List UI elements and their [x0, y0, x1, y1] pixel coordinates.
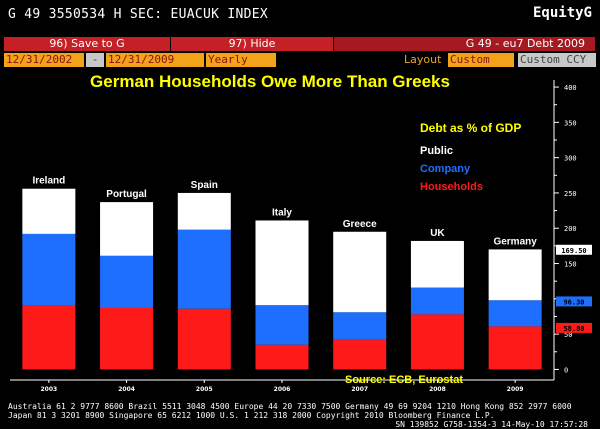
footer-line-1: Australia 61 2 9777 8600 Brazil 5511 304…: [8, 402, 572, 411]
bar-segment-company: [255, 305, 309, 345]
source-note: Source: ECB, Eurostat: [345, 374, 463, 386]
equity-brand-label: EquityG: [532, 5, 592, 21]
bar-segment-company: [177, 229, 231, 309]
x-tick-label: 2004: [118, 386, 135, 393]
menu-bar: 96) Save to G 97) Hide G 49 - eu7 Debt 2…: [4, 37, 596, 51]
period-select[interactable]: Yearly: [206, 53, 276, 67]
bar-segment-households: [177, 308, 231, 370]
save-to-g-button[interactable]: 96) Save to G: [4, 37, 171, 51]
legend-entry-households: Households: [420, 181, 483, 193]
bar-segment-public: [22, 188, 76, 234]
bar-segment-households: [333, 339, 387, 370]
country-label: Greece: [343, 219, 377, 230]
y-tick-label: 50: [564, 331, 572, 339]
y-tick-label: 150: [564, 261, 577, 269]
y-axis: 050100150200250300350400: [553, 80, 577, 380]
command-line[interactable]: G 49 3550534 H SEC: EUACUK INDEX: [8, 7, 269, 22]
y-tick-label: 250: [564, 190, 577, 198]
x-tick-label: 2003: [41, 386, 58, 393]
bar-segment-public: [488, 249, 542, 301]
bar-segment-households: [255, 344, 309, 370]
chart-legend: Public Company Households: [420, 145, 483, 193]
control-bar: 12/31/2002 - 12/31/2009 Yearly Layout Cu…: [4, 53, 596, 68]
y-tick-label: 300: [564, 155, 577, 163]
bar-segment-company: [22, 233, 76, 306]
chart-title: German Households Owe More Than Greeks: [90, 72, 450, 91]
value-markers: 169.50 96.30 58.80: [556, 244, 592, 333]
y-tick-label: 200: [564, 225, 577, 233]
bar-segment-company: [333, 312, 387, 340]
graph-title-label: G 49 - eu7 Debt 2009: [334, 37, 596, 51]
debt-chart: German Households Owe More Than Greeks D…: [10, 72, 592, 393]
x-tick-label: 2005: [196, 386, 213, 393]
footer-line-3: SN 139852 G758-1354-3 14-May-10 17:57:28: [395, 420, 588, 429]
bar-group: [22, 188, 542, 370]
layout-select[interactable]: Custom: [448, 53, 514, 67]
currency-select[interactable]: Custom CCY: [518, 53, 596, 67]
country-label: Italy: [272, 207, 292, 218]
bar-segment-company: [410, 287, 464, 315]
y-tick-label: 350: [564, 119, 577, 127]
country-label: Ireland: [32, 176, 65, 187]
layout-label: Layout: [404, 53, 442, 66]
bar-segment-public: [255, 220, 309, 306]
value-marker-box: [556, 296, 592, 307]
bar-segment-households: [22, 305, 76, 370]
bar-segment-company: [488, 300, 542, 327]
bar-segment-public: [177, 192, 231, 230]
country-label: Portugal: [106, 189, 147, 200]
date-range-dash: -: [86, 53, 104, 67]
bar-segment-public: [410, 240, 464, 288]
country-label: UK: [430, 228, 445, 239]
bar-segment-public: [100, 202, 154, 256]
footer-line-2: Japan 81 3 3201 8900 Singapore 65 6212 1…: [8, 411, 495, 420]
x-axis: 2003 2004 2005 2006 2007 2008 2009: [10, 379, 554, 393]
value-marker-label: 58.80: [563, 325, 584, 333]
value-marker-label: 96.30: [563, 298, 584, 306]
start-date-field[interactable]: 12/31/2002: [4, 53, 84, 67]
legend-title: Debt as % of GDP: [420, 121, 521, 135]
x-tick-label: 2008: [429, 386, 446, 393]
value-marker-box: [556, 244, 592, 255]
legend-entry-public: Public: [420, 145, 453, 157]
bar-segment-households: [488, 326, 542, 370]
country-labels: Ireland Portugal Spain Italy Greece UK Germany: [32, 176, 537, 248]
bar-segment-households: [100, 308, 154, 370]
value-marker-label: 169.50: [561, 247, 586, 255]
hide-button[interactable]: 97) Hide: [171, 37, 334, 51]
bar-segment-households: [410, 314, 464, 370]
value-marker-box: [556, 322, 592, 333]
y-tick-label: 0: [564, 366, 568, 374]
legend-entry-company: Company: [420, 163, 471, 175]
bar-segment-public: [333, 231, 387, 313]
x-tick-label: 2009: [507, 386, 524, 393]
country-label: Spain: [191, 180, 218, 191]
bar-segment-company: [100, 255, 154, 308]
y-tick-label: 400: [564, 84, 577, 92]
x-tick-label: 2007: [351, 386, 368, 393]
end-date-field[interactable]: 12/31/2009: [106, 53, 204, 67]
x-tick-label: 2006: [274, 386, 291, 393]
top-command-bar: G 49 3550534 H SEC: EUACUK INDEX EquityG: [0, 0, 600, 36]
country-label: Germany: [493, 236, 537, 247]
footer: Australia 61 2 9777 8600 Brazil 5511 304…: [8, 402, 598, 429]
